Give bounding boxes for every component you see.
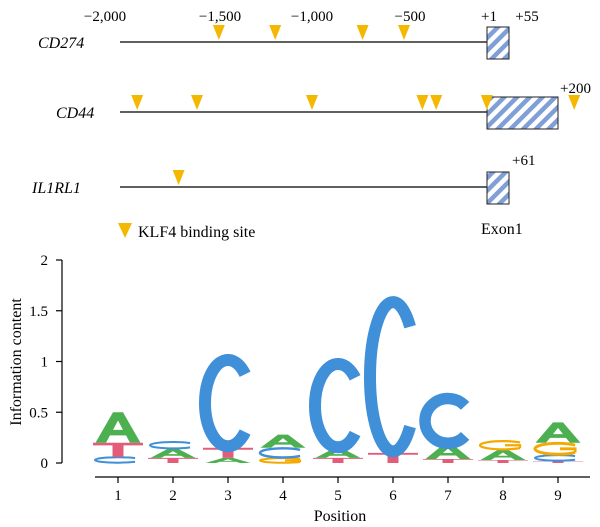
klf4-site-marker	[131, 95, 144, 110]
logo-letter-a	[425, 444, 471, 459]
logo-letter-a	[95, 412, 141, 443]
x-tick-label: 3	[224, 488, 232, 504]
promoter-diagram: −2,000 −1,500 −1,000 −500 +1 +55 CD274 C…	[31, 9, 591, 241]
logo-letter-t	[478, 459, 528, 463]
klf4-site-marker	[212, 25, 225, 40]
x-tick-label: 7	[444, 488, 452, 504]
y-tick-label: 0.5	[29, 405, 48, 421]
logo-letter-g	[533, 441, 577, 456]
logo-letter-c	[309, 358, 361, 454]
logo-letter-t	[423, 458, 473, 463]
x-tick-label: 2	[169, 488, 177, 504]
scale-label: +55	[515, 9, 538, 25]
logo-letter-t	[313, 457, 363, 463]
logo-letter-t	[203, 447, 253, 458]
logo-letter-t	[533, 460, 583, 463]
logo-letter-c	[364, 296, 416, 458]
x-tick-label: 9	[554, 488, 562, 504]
gene-name-cd274: CD274	[38, 35, 84, 52]
exon-box-cd44	[486, 96, 559, 130]
x-tick-label: 1	[114, 488, 122, 504]
logo-letter-c	[534, 454, 576, 462]
klf4-site-marker	[306, 95, 318, 110]
scale-label: −1,500	[199, 9, 241, 25]
logo-letter-a	[205, 457, 251, 463]
klf4-site-marker	[172, 170, 185, 185]
exon-box-cd274	[486, 26, 510, 60]
scale-label: −1,000	[291, 9, 333, 25]
logo-letter-t	[93, 442, 143, 457]
logo-letter-g	[259, 457, 302, 464]
x-tick-label: 5	[334, 488, 342, 504]
y-tick-label: 2	[41, 253, 49, 269]
x-tick-label: 4	[279, 488, 287, 504]
y-ticks: 0 0.5 1 1.5 2	[29, 253, 62, 472]
exon-label: Exon1	[481, 221, 523, 238]
y-tick-label: 1	[41, 355, 49, 371]
logo-letter-a	[315, 448, 361, 458]
logo-letter-a	[480, 449, 526, 460]
y-tick-label: 0	[41, 456, 49, 472]
klf4-legend-marker-icon	[118, 223, 132, 238]
logo-letter-c	[149, 441, 191, 450]
x-ticks: 1 2 3 4 5 6 7 8 9	[114, 477, 562, 504]
x-tick-label: 6	[389, 488, 397, 504]
klf4-site-marker	[269, 25, 282, 40]
gene-name-il1rl1: IL1RL1	[31, 180, 81, 197]
exon-end-label-il1rl1: +61	[512, 153, 535, 169]
klf4-site-marker	[430, 95, 443, 110]
x-axis-label: Position	[314, 508, 366, 525]
logo-letter-g	[478, 440, 522, 451]
site-markers-cd274	[212, 25, 410, 40]
site-markers-cd44	[131, 95, 581, 110]
logo-letter-t	[368, 452, 418, 463]
klf4-site-marker	[398, 25, 410, 40]
site-markers-il1rl1	[172, 170, 185, 185]
klf4-site-marker	[480, 95, 493, 110]
gene-name-cd44: CD44	[56, 105, 94, 122]
scale-label: −500	[395, 9, 426, 25]
exon-end-label-cd44: +200	[560, 81, 591, 97]
logo-letter-t	[148, 457, 198, 463]
legend-label: KLF4 binding site	[138, 224, 255, 241]
y-tick-label: 1.5	[29, 304, 48, 320]
logo-letter-c	[258, 447, 301, 459]
klf4-site-marker	[191, 95, 203, 110]
logo-letter-c	[419, 392, 470, 449]
logo-letter-a	[535, 422, 581, 443]
scale-label: +1	[481, 9, 497, 25]
exon-box-il1rl1	[486, 171, 510, 205]
klf4-site-marker	[416, 95, 429, 110]
logo-letter-a	[150, 448, 196, 458]
scale-label: −2,000	[84, 9, 126, 25]
logo-letter-c	[199, 354, 251, 453]
klf4-site-marker	[568, 95, 581, 110]
logo-letter-a	[260, 434, 306, 448]
y-axis-label: Information content	[8, 298, 25, 426]
x-tick-label: 8	[499, 488, 507, 504]
logo-stacks	[93, 296, 583, 464]
klf4-site-marker	[356, 25, 369, 40]
logo-letter-c	[94, 456, 136, 464]
